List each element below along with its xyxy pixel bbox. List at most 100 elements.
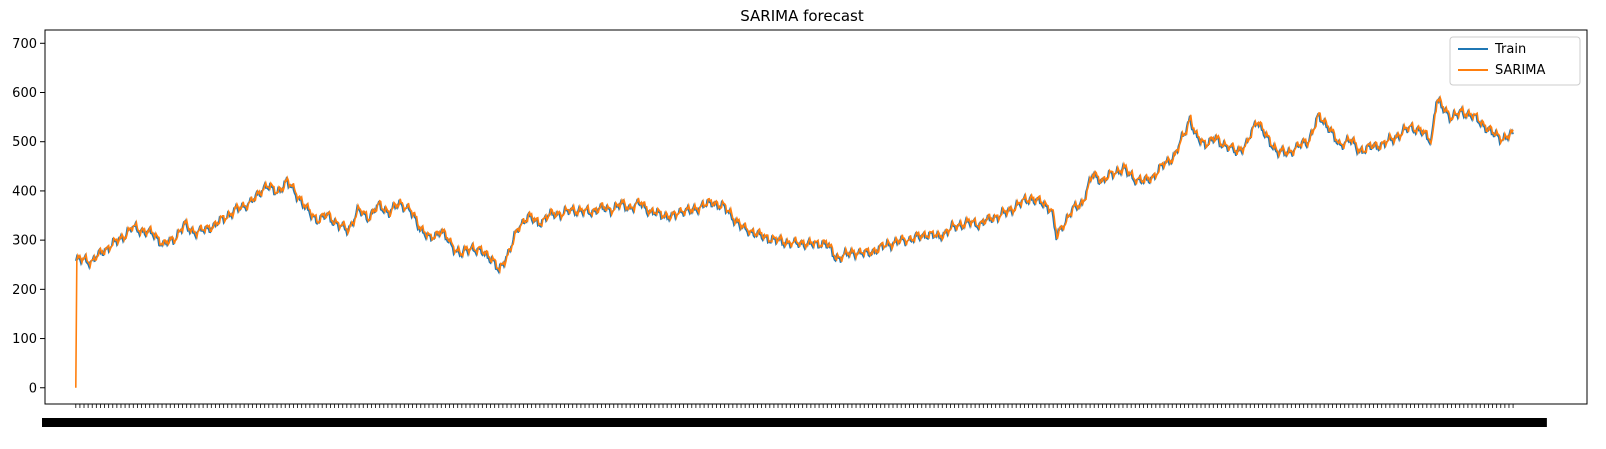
x-tick-label-glyph <box>1371 418 1378 427</box>
x-tick-label-glyph <box>1027 418 1034 427</box>
x-tick-label-glyph <box>1284 418 1291 427</box>
x-tick-label-glyph <box>1402 418 1409 427</box>
x-tick-label-glyph <box>503 418 510 427</box>
x-tick-label-glyph <box>622 418 629 427</box>
x-tick-label-glyph <box>257 418 264 427</box>
x-tick-label-glyph <box>945 418 952 427</box>
x-tick-label-glyph <box>745 418 752 427</box>
x-tick-label-glyph <box>1479 418 1486 427</box>
x-tick-label-glyph <box>380 418 387 427</box>
x-tick-label-glyph <box>637 418 644 427</box>
x-tick-label-glyph <box>1438 418 1445 427</box>
x-tick-label-glyph <box>42 418 48 427</box>
x-tick-label-glyph <box>991 418 998 427</box>
x-tick-label-glyph <box>894 418 901 427</box>
x-tick-label-glyph <box>1063 418 1070 427</box>
x-tick-label-glyph <box>1084 418 1091 427</box>
x-tick-label-glyph <box>1238 418 1245 427</box>
x-tick-label-glyph <box>1022 418 1029 427</box>
x-tick-label-glyph <box>1309 418 1316 427</box>
series-line-sarima <box>75 94 1514 388</box>
x-tick-label-glyph <box>663 418 670 427</box>
x-tick-label-glyph <box>1150 418 1157 427</box>
x-tick-label-glyph <box>1073 418 1080 427</box>
x-tick-label-glyph <box>308 418 315 427</box>
x-tick-label-glyph <box>611 418 618 427</box>
x-tick-label-glyph <box>1361 418 1368 427</box>
x-tick-label-glyph <box>1186 418 1193 427</box>
x-tick-label-glyph <box>935 418 942 427</box>
x-tick-label-glyph <box>72 418 79 427</box>
x-tick-label-glyph <box>211 418 218 427</box>
x-tick-label-glyph <box>1053 418 1060 427</box>
x-tick-label-glyph <box>1094 418 1101 427</box>
x-tick-label-glyph <box>606 418 613 427</box>
x-tick-label-glyph <box>1504 418 1511 427</box>
plot-area <box>44 29 1588 405</box>
x-tick-label-glyph <box>1294 418 1301 427</box>
x-tick-label-glyph <box>452 418 459 427</box>
x-tick-label-glyph <box>1181 418 1188 427</box>
x-tick-label-glyph <box>632 418 639 427</box>
x-tick-label-glyph <box>170 418 177 427</box>
x-tick-label-glyph <box>1376 418 1383 427</box>
x-tick-label-glyph <box>1535 418 1542 427</box>
x-tick-label-glyph <box>714 418 721 427</box>
x-tick-label-glyph <box>642 418 649 427</box>
x-tick-label-glyph <box>498 418 505 427</box>
x-tick-label-glyph <box>801 418 808 427</box>
x-tick-label-glyph <box>1202 418 1209 427</box>
y-tick-label: 300 <box>12 234 37 249</box>
x-tick-label-glyph <box>1525 418 1532 427</box>
x-tick-label-glyph <box>1125 418 1132 427</box>
x-tick-label-glyph <box>154 418 161 427</box>
x-tick-label-glyph <box>442 418 449 427</box>
x-tick-label-glyph <box>139 418 146 427</box>
x-tick-label-glyph <box>791 418 798 427</box>
x-tick-label-glyph <box>185 418 192 427</box>
x-tick-label-glyph <box>468 418 475 427</box>
x-tick-label-glyph <box>416 418 423 427</box>
x-tick-label-glyph <box>216 418 223 427</box>
y-tick-label: 200 <box>12 283 37 298</box>
x-tick-label-glyph <box>965 418 972 427</box>
x-tick-label-glyph <box>817 418 824 427</box>
x-tick-label-glyph <box>144 418 151 427</box>
x-tick-label-glyph <box>940 418 947 427</box>
x-tick-label-glyph <box>545 418 552 427</box>
x-tick-label-glyph <box>524 418 531 427</box>
x-tick-label-glyph <box>1381 418 1388 427</box>
x-tick-label-glyph <box>1171 418 1178 427</box>
x-tick-label-glyph <box>493 418 500 427</box>
x-tick-label-glyph <box>709 418 716 427</box>
x-tick-label-glyph <box>827 418 834 427</box>
x-tick-label-glyph <box>575 418 582 427</box>
x-tick-label-glyph <box>565 418 572 427</box>
x-tick-label-glyph <box>437 418 444 427</box>
x-tick-label-glyph <box>47 418 54 427</box>
x-tick-label-glyph <box>1078 418 1085 427</box>
x-tick-label-glyph <box>899 418 906 427</box>
x-tick-label-glyph <box>534 418 541 427</box>
x-tick-label-glyph <box>873 418 880 427</box>
x-tick-label-glyph <box>1166 418 1173 427</box>
x-tick-label-glyph <box>1412 418 1419 427</box>
x-tick-label-glyph <box>1499 418 1506 427</box>
x-tick-label-glyph <box>93 418 100 427</box>
x-tick-label-glyph <box>847 418 854 427</box>
x-tick-label-glyph <box>149 418 156 427</box>
x-tick-label-glyph <box>129 418 136 427</box>
x-tick-label-glyph <box>1217 418 1224 427</box>
x-tick-label-glyph <box>888 418 895 427</box>
x-tick-label-glyph <box>776 418 783 427</box>
x-tick-label-glyph <box>478 418 485 427</box>
x-tick-label-glyph <box>426 418 433 427</box>
x-tick-label-glyph <box>832 418 839 427</box>
x-tick-label-glyph <box>462 418 469 427</box>
x-tick-label-glyph <box>124 418 131 427</box>
x-tick-label-glyph <box>1320 418 1327 427</box>
y-tick-label: 500 <box>12 135 37 150</box>
x-tick-label-glyph <box>1340 418 1347 427</box>
x-tick-label-glyph <box>781 418 788 427</box>
